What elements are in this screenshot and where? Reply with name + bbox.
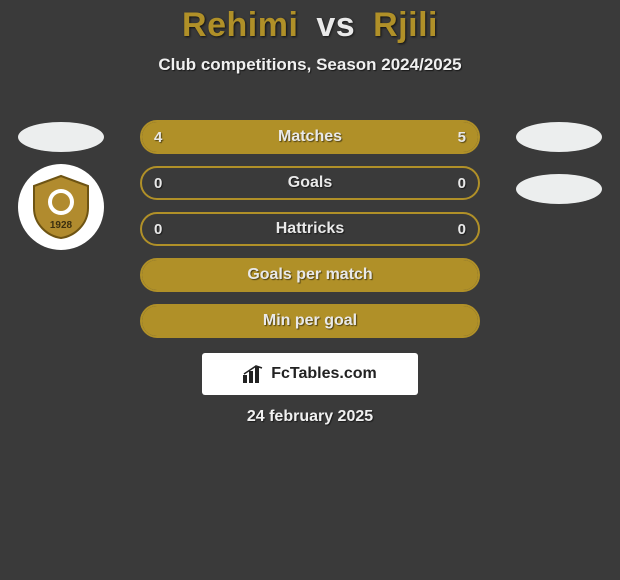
vs-text: vs bbox=[316, 6, 355, 44]
stat-label: Matches bbox=[142, 122, 478, 152]
league-oval-icon bbox=[18, 122, 104, 152]
watermark: FcTables.com bbox=[202, 353, 418, 395]
stat-label: Hattricks bbox=[142, 214, 478, 244]
stat-row-matches: 4 Matches 5 bbox=[140, 120, 480, 154]
stat-row-goals: 0 Goals 0 bbox=[140, 166, 480, 200]
date-text: 24 february 2025 bbox=[0, 408, 620, 426]
stats-container: 4 Matches 5 0 Goals 0 0 Hattricks 0 Goal… bbox=[140, 120, 480, 338]
stat-value-right: 5 bbox=[458, 122, 466, 152]
page-title: Rehimi vs Rjili bbox=[0, 0, 620, 45]
league-oval-icon bbox=[516, 122, 602, 152]
player2-name: Rjili bbox=[373, 6, 438, 44]
stat-value-right: 0 bbox=[458, 168, 466, 198]
stat-row-hattricks: 0 Hattricks 0 bbox=[140, 212, 480, 246]
bar-chart-icon bbox=[243, 365, 265, 383]
subtitle: Club competitions, Season 2024/2025 bbox=[0, 55, 620, 75]
club-crest-left: 1928 bbox=[18, 164, 104, 250]
shield-icon: 1928 bbox=[26, 172, 96, 242]
player1-name: Rehimi bbox=[182, 6, 298, 44]
stat-value-right: 0 bbox=[458, 214, 466, 244]
comparison-card: Rehimi vs Rjili Club competitions, Seaso… bbox=[0, 0, 620, 580]
league-oval-icon bbox=[516, 174, 602, 204]
crest-year: 1928 bbox=[50, 220, 73, 231]
stat-row-min-per-goal: Min per goal bbox=[140, 304, 480, 338]
watermark-text: FcTables.com bbox=[271, 365, 377, 383]
stat-label: Goals bbox=[142, 168, 478, 198]
stat-label: Goals per match bbox=[142, 260, 478, 290]
stat-row-goals-per-match: Goals per match bbox=[140, 258, 480, 292]
right-club-column bbox=[516, 122, 602, 204]
club-crest-left-inner: 1928 bbox=[26, 172, 96, 242]
stat-label: Min per goal bbox=[142, 306, 478, 336]
left-club-column: 1928 bbox=[18, 122, 104, 250]
